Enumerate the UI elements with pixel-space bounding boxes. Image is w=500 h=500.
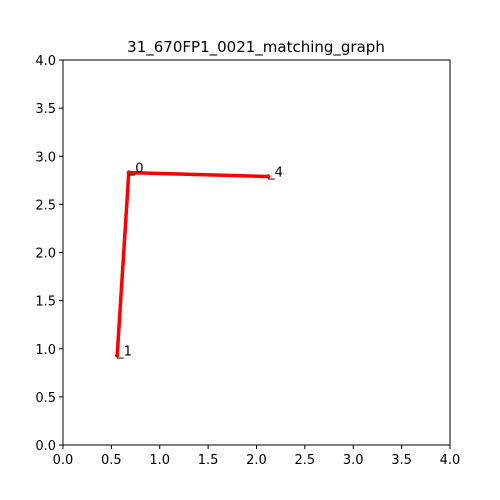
- edges-layer: [115, 170, 269, 356]
- edge-node-0-node-4: [128, 170, 269, 179]
- x-tick-label: 0.0: [53, 453, 74, 468]
- ticks-layer: 0.0 0.5 1.0 1.5 2.0 2.5 3.0 3.5 4.0 0.0 0.5 1.0 1.5 2…: [35, 54, 460, 468]
- chart-title: 31_670FP1_0021_matching_graph: [127, 38, 385, 57]
- y-tick-label: 0.5: [35, 391, 56, 406]
- y-tick-label: 1.5: [35, 295, 56, 310]
- x-tick-label: 4.0: [440, 453, 461, 468]
- x-tick-label: 0.5: [101, 453, 122, 468]
- y-tick-label: 0.0: [35, 439, 56, 454]
- x-tick-label: 1.0: [149, 453, 170, 468]
- node-1-marker: [114, 353, 120, 358]
- plot-frame: [62, 59, 451, 446]
- node-1-label: _1: [116, 344, 132, 359]
- x-tick-label: 2.0: [246, 453, 267, 468]
- y-tick-label: 2.5: [35, 198, 56, 213]
- node-0-label: _0: [128, 162, 144, 177]
- node-4-marker: [265, 174, 271, 179]
- node-0-marker: [126, 170, 131, 175]
- node-4-label: _4: [267, 165, 283, 180]
- y-tick-label: 3.5: [35, 102, 56, 117]
- x-tick-label: 1.5: [198, 453, 219, 468]
- y-tick-label: 4.0: [35, 54, 56, 69]
- y-tick-label: 1.0: [35, 343, 56, 358]
- y-tick-label: 3.0: [35, 150, 56, 165]
- x-tick-label: 2.5: [295, 453, 316, 468]
- x-tick-label: 3.0: [343, 453, 364, 468]
- edge-node-0-node-1: [115, 172, 131, 356]
- x-tick-label: 3.5: [391, 453, 412, 468]
- nodes-layer: _0 _1 _4: [114, 162, 283, 359]
- y-tick-label: 2.0: [35, 247, 56, 262]
